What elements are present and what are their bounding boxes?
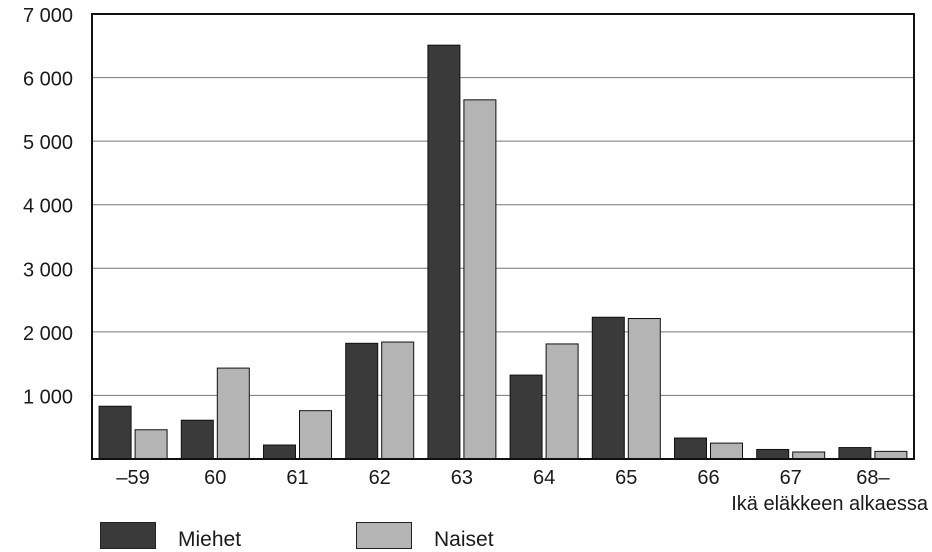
bar-naiset-60 bbox=[216, 367, 250, 460]
bar-naiset-64 bbox=[545, 343, 579, 460]
bar-miehet-63 bbox=[427, 44, 461, 460]
x-tick-label: 66 bbox=[697, 467, 719, 489]
bar-naiset-–59 bbox=[134, 429, 168, 460]
y-tick-label: 4 000 bbox=[23, 196, 73, 218]
bar-miehet-61 bbox=[263, 444, 296, 460]
bar-miehet-–59 bbox=[98, 405, 132, 460]
x-tick-label: 68– bbox=[856, 467, 890, 489]
x-tick-label: 65 bbox=[615, 467, 637, 489]
x-tick-label: 61 bbox=[286, 467, 308, 489]
x-tick-label: 60 bbox=[204, 467, 226, 489]
y-tick-label: 1 000 bbox=[23, 386, 73, 408]
legend-swatch-naiset bbox=[356, 522, 412, 549]
x-tick-label: 64 bbox=[533, 467, 555, 489]
y-tick-label: 7 000 bbox=[23, 5, 73, 27]
x-tick-label: 63 bbox=[451, 467, 473, 489]
legend-label-naiset: Naiset bbox=[434, 528, 494, 551]
y-tick-label: 6 000 bbox=[23, 69, 73, 91]
y-axis-ticks: 1 000 2 000 3 000 4 000 5 000 6 000 7 000 bbox=[23, 5, 73, 408]
y-tick-label: 2 000 bbox=[23, 323, 73, 345]
bar-naiset-66 bbox=[710, 442, 743, 460]
legend-label-miehet: Miehet bbox=[178, 528, 242, 551]
y-tick-label: 5 000 bbox=[23, 132, 73, 154]
x-tick-label: 62 bbox=[369, 467, 391, 489]
bar-naiset-65 bbox=[627, 318, 661, 460]
bar-naiset-61 bbox=[299, 410, 332, 460]
x-tick-label: 67 bbox=[780, 467, 802, 489]
bar-miehet-65 bbox=[591, 316, 625, 460]
bar-miehet-68– bbox=[838, 447, 872, 460]
bar-miehet-62 bbox=[345, 342, 379, 460]
bar-naiset-68– bbox=[874, 450, 908, 460]
plot-frame bbox=[91, 13, 915, 460]
bar-naiset-63 bbox=[463, 99, 497, 460]
bar-miehet-66 bbox=[674, 437, 707, 460]
x-tick-label: –59 bbox=[116, 467, 149, 489]
legend-item-naiset: Naiset bbox=[356, 522, 494, 552]
bars bbox=[98, 44, 908, 460]
y-tick-label: 3 000 bbox=[23, 259, 73, 281]
bar-miehet-60 bbox=[180, 419, 214, 460]
bar-naiset-67 bbox=[792, 451, 826, 460]
bar-miehet-64 bbox=[509, 374, 543, 460]
x-axis-label: Ikä eläkkeen alkaessa bbox=[731, 493, 929, 515]
gridlines bbox=[92, 77, 914, 396]
legend-item-miehet: Miehet bbox=[100, 522, 241, 552]
legend-swatch-miehet bbox=[100, 522, 156, 549]
x-axis-ticks: –59 60 61 62 63 64 65 66 67 68– bbox=[116, 467, 890, 489]
bar-miehet-67 bbox=[756, 448, 790, 460]
bar-naiset-62 bbox=[381, 341, 415, 460]
